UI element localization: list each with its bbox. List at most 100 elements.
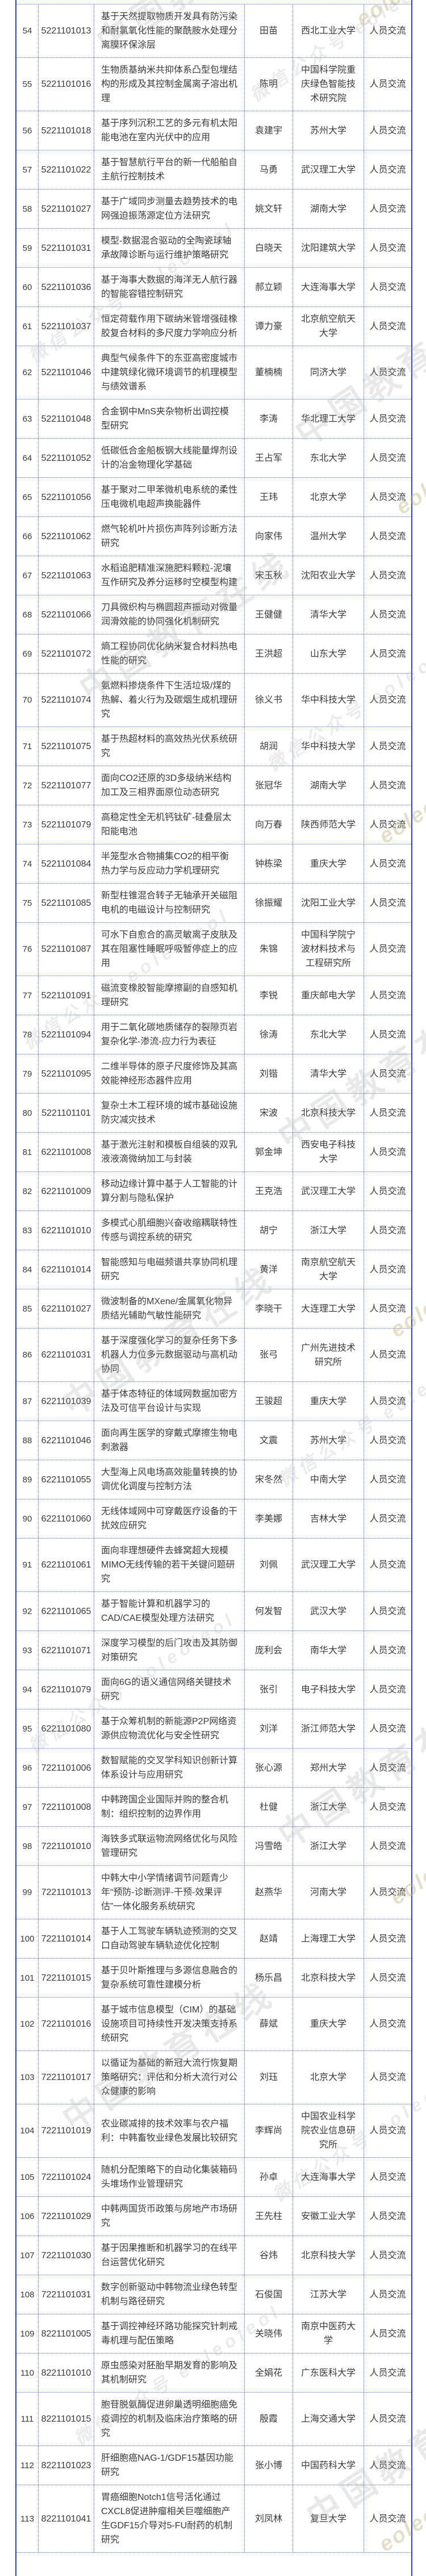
project-title-cell: 基于聚对二甲苯微机电系统的柔性压电微机电超声换能器件 xyxy=(94,478,245,516)
row-number-cell: 61 xyxy=(16,307,39,346)
row-number-cell: 102 xyxy=(16,1998,39,2050)
project-title-cell: 面向CO2还原的3D多级纳米结构加工及三相界面原位动态研究 xyxy=(94,766,245,805)
category-cell: 人员交流 xyxy=(369,1606,406,1616)
table-row: 58 5221101027 基于广域同步测量去趋势技术的电网强迫振荡源定位方法研究姚… xyxy=(16,190,411,229)
row-number-cell: 65 xyxy=(16,478,39,516)
person-name-cell: 徐振耀 xyxy=(245,884,293,922)
table-row: 109 8221101005 基于调控神经环路功能探究针刺戒毒机理与配伍策略 关晓伟南… xyxy=(16,2314,411,2354)
person-name-cell: 白晓天 xyxy=(245,229,293,267)
category-cell: 人员交流 xyxy=(369,2073,406,2082)
project-id-cell: 7221101010 xyxy=(39,1827,94,1865)
row-number-cell: 88 xyxy=(16,1421,39,1460)
category-cell: 人员交流 xyxy=(369,79,406,89)
table-row: 66 5221101062 燃气轮机叶片损伤声阵列诊断方法研究 向家伟 温州大学 人员交流 xyxy=(16,517,411,556)
project-title-cell: 面向6G的语义通信网络关键技术研究 xyxy=(94,1670,245,1709)
person-name-cell: 谭力豪 xyxy=(245,307,293,346)
row-number-cell: 106 xyxy=(16,2197,39,2235)
row-number-cell: 100 xyxy=(16,1919,39,1958)
project-id-cell: 5221101075 xyxy=(39,727,94,766)
institution-cell: 河南大学 xyxy=(293,1866,364,1919)
row-number-cell: 103 xyxy=(16,2051,39,2104)
institution-cell: 华中科技大学 xyxy=(293,674,364,726)
project-id-cell: 8221101023 xyxy=(39,2446,94,2485)
table-row: 111 8221101015 胞苷脱氨酶促进卵巢透明细胞癌免疫调控的机制及临床治疗策… xyxy=(16,2393,411,2446)
institution-cell: 陕西师范大学 xyxy=(293,805,364,844)
project-id-cell: 8221101015 xyxy=(39,2393,94,2445)
row-number-cell: 82 xyxy=(16,1172,39,1211)
row-number-cell: 98 xyxy=(16,1827,39,1865)
project-title-cell: 低碳低合金船板钢大线能量焊剂设计的冶金物理化学基础 xyxy=(94,439,245,477)
institution-cell: 西安电子科技大学 xyxy=(293,1133,364,1171)
category-cell: 人员交流 xyxy=(369,243,406,253)
project-title-cell: 氨燃料掺烧条件下生活垃圾/煤的热解、着火行为及碳烟生成机理研究 xyxy=(94,674,245,726)
row-number-cell: 87 xyxy=(16,1382,39,1421)
row-number-cell: 93 xyxy=(16,1631,39,1670)
project-title-cell: 基于人工驾驶车辆轨迹预测的交叉口自动驾驶车辆轨迹优化控制 xyxy=(94,1919,245,1958)
person-name-cell: 刘洋 xyxy=(245,1709,293,1748)
project-id-cell: 5221101062 xyxy=(39,517,94,556)
project-id-cell: 5221101085 xyxy=(39,884,94,922)
category-cell: 人员交流 xyxy=(369,1264,406,1275)
project-id-cell: 5221101052 xyxy=(39,439,94,477)
category-cell: 人员交流 xyxy=(369,1645,406,1655)
project-title-cell: 多模式心肌细胞兴奋收缩耦联特性传感与调控系统的研究 xyxy=(94,1211,245,1250)
table-row: 77 5221101091 磁流变橡胶智能摩擦副的自感知机理研究 李锐 重庆邮电大学 人员… xyxy=(16,976,411,1015)
person-name-cell: 宋玉秋 xyxy=(245,556,293,595)
category-cell: 人员交流 xyxy=(369,1973,406,1983)
project-id-cell: 7221101017 xyxy=(39,2051,94,2104)
institution-cell: 中国科学院重庆绿色智能技术研究院 xyxy=(293,58,364,111)
person-name-cell: 赵燕华 xyxy=(245,1866,293,1919)
table-row: 55 5221101016 生物质基纳米共抑体系凸型包埋结构的形成及其控制金属离子溶… xyxy=(16,58,411,111)
project-title-cell: 基于海事大数据的海洋无人航行器的智能容错控制研究 xyxy=(94,268,245,306)
project-title-cell: 磁流变橡胶智能摩擦副的自感知机理研究 xyxy=(94,976,245,1015)
project-title-cell: 基于众筹机制的新能源P2P网络资源供应物流优化与安全性研究 xyxy=(94,1709,245,1748)
table-row: 108 7221101031 数字创新驱动中韩物流业绿色转型机制与路径研究 石俊国 江苏… xyxy=(16,2275,411,2314)
table-row: 65 5221101056 基于聚对二甲苯微机电系统的柔性压电微机电超声换能器件 王玮… xyxy=(16,478,411,517)
project-id-cell: 6221101061 xyxy=(39,1539,94,1591)
table-row: 87 6221101039 基于体态特征的体域网数据加密方法及可信平台设计与实现 王骏… xyxy=(16,1382,411,1421)
project-id-cell: 8221101010 xyxy=(39,2354,94,2392)
row-number-cell: 99 xyxy=(16,1866,39,1919)
person-name-cell: 庞利会 xyxy=(245,1631,293,1670)
table-row: 76 5221101087 可水下自愈合的高灵敏离子皮肤及其在阻塞性睡眠呼吸暂停症上… xyxy=(16,923,411,976)
table-row: 71 5221101075 基于热超材料的高效热光伏系统研究 胡润 华中科技大学 人员交流 xyxy=(16,727,411,766)
person-name-cell: 刘珏 xyxy=(245,2051,293,2104)
institution-cell: 北京科技大学 xyxy=(293,1094,364,1132)
institution-cell: 重庆邮电大学 xyxy=(293,976,364,1015)
category-cell: 人员交流 xyxy=(369,492,406,502)
person-name-cell: 向万春 xyxy=(245,805,293,844)
project-id-cell: 6221101009 xyxy=(39,1172,94,1211)
project-title-cell: 大型海上风电场高效能量转换的协调优化调度与控制方法 xyxy=(94,1460,245,1499)
table-row: 104 7221101019 农业碳减排的技术效率与农户福利：中韩畜牧业绿色发展比较… xyxy=(16,2104,411,2158)
row-number-cell: 74 xyxy=(16,844,39,883)
project-id-cell: 7221101015 xyxy=(39,1959,94,1997)
category-cell: 人员交流 xyxy=(369,1888,406,1897)
table-row: 70 5221101074 氨燃料掺烧条件下生活垃圾/煤的热解、着火行为及碳烟生成机… xyxy=(16,674,411,727)
category-cell: 人员交流 xyxy=(369,2250,406,2260)
previous-row-sliver xyxy=(16,0,411,5)
person-name-cell: 张小博 xyxy=(245,2446,293,2485)
person-name-cell: 石俊国 xyxy=(245,2275,293,2314)
category-cell: 人员交流 xyxy=(369,321,406,331)
row-number-cell: 91 xyxy=(16,1539,39,1591)
person-name-cell: 陈明 xyxy=(245,58,293,111)
project-title-cell: 随机分配策略下的自动化集装箱码头堆场作业管理研究 xyxy=(94,2158,245,2196)
person-name-cell: 李涛 xyxy=(245,400,293,438)
project-id-cell: 5221101072 xyxy=(39,634,94,673)
row-number-cell: 81 xyxy=(16,1133,39,1171)
institution-cell: 西北工业大学 xyxy=(293,5,364,57)
institution-cell: 武汉大学 xyxy=(293,1592,364,1631)
project-title-cell: 无线体域网中可穿戴医疗设备的干扰效应研究 xyxy=(94,1499,245,1538)
table-row: 97 7221101008 中韩跨国企业国际并购的整合机制：组织控制的边界作用 杜健浙… xyxy=(16,1788,411,1827)
row-number-cell: 79 xyxy=(16,1054,39,1093)
person-name-cell: 王骏超 xyxy=(245,1382,293,1421)
category-cell: 人员交流 xyxy=(369,2414,406,2424)
table-row: 88 6221101046 面向再生医学的穿戴式摩擦生物电刺激器 文震 苏州大学 人员交流 xyxy=(16,1421,411,1460)
category-cell: 人员交流 xyxy=(369,1147,406,1157)
project-title-cell: 中韩大中小学情绪调节问题青少年“预防-诊断测评-干预-效果评估”一体化服务系统研… xyxy=(94,1866,245,1919)
person-name-cell: 李晓干 xyxy=(245,1289,293,1328)
institution-cell: 沈阳工业大学 xyxy=(293,884,364,922)
person-name-cell: 徐义书 xyxy=(245,674,293,726)
institution-cell: 南华大学 xyxy=(293,1631,364,1670)
person-name-cell: 文震 xyxy=(245,1421,293,1460)
